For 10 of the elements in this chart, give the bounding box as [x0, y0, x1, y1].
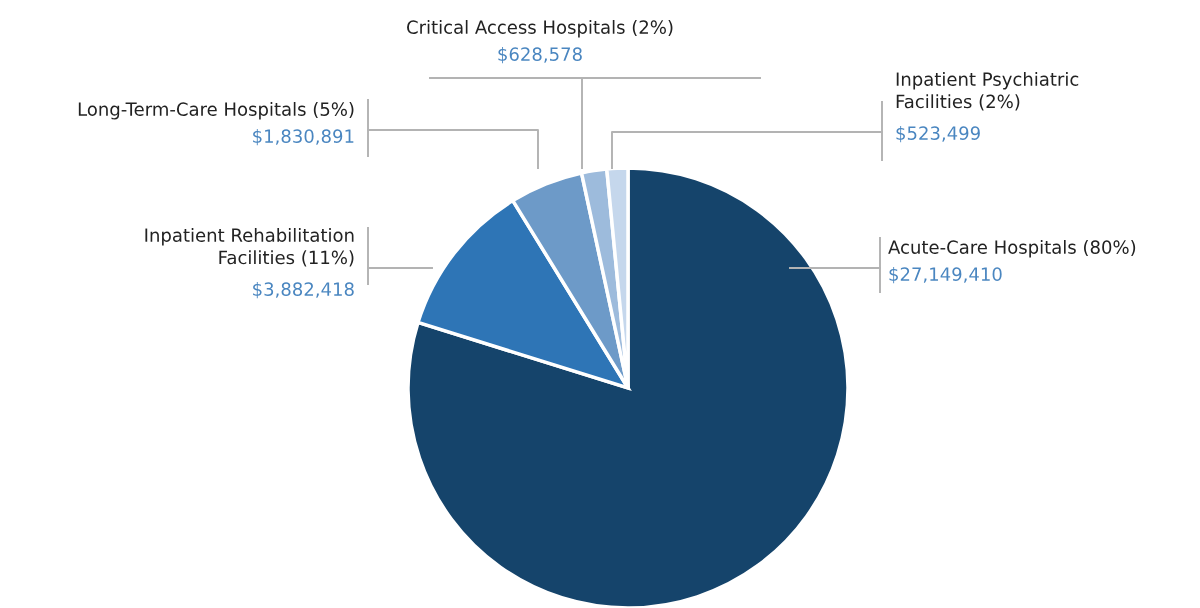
data-label: $523,499	[896, 126, 980, 143]
slice-label: Long-Term-Care Hospitals (5%)	[78, 102, 354, 120]
data-label: $1,830,891	[253, 129, 354, 146]
data-label: $628,578	[498, 47, 582, 64]
slice-label: Inpatient Psychiatric Facilities (2%)	[896, 72, 1079, 111]
slice-label: Acute-Care Hospitals (80%)	[888, 240, 1136, 258]
slice-label: Inpatient Rehabilitation Facilities (11%)	[145, 228, 354, 267]
data-label: $27,149,410	[889, 267, 1002, 284]
slice-label: Critical Access Hospitals (2%)	[407, 20, 673, 38]
data-label: $3,882,418	[253, 282, 354, 299]
